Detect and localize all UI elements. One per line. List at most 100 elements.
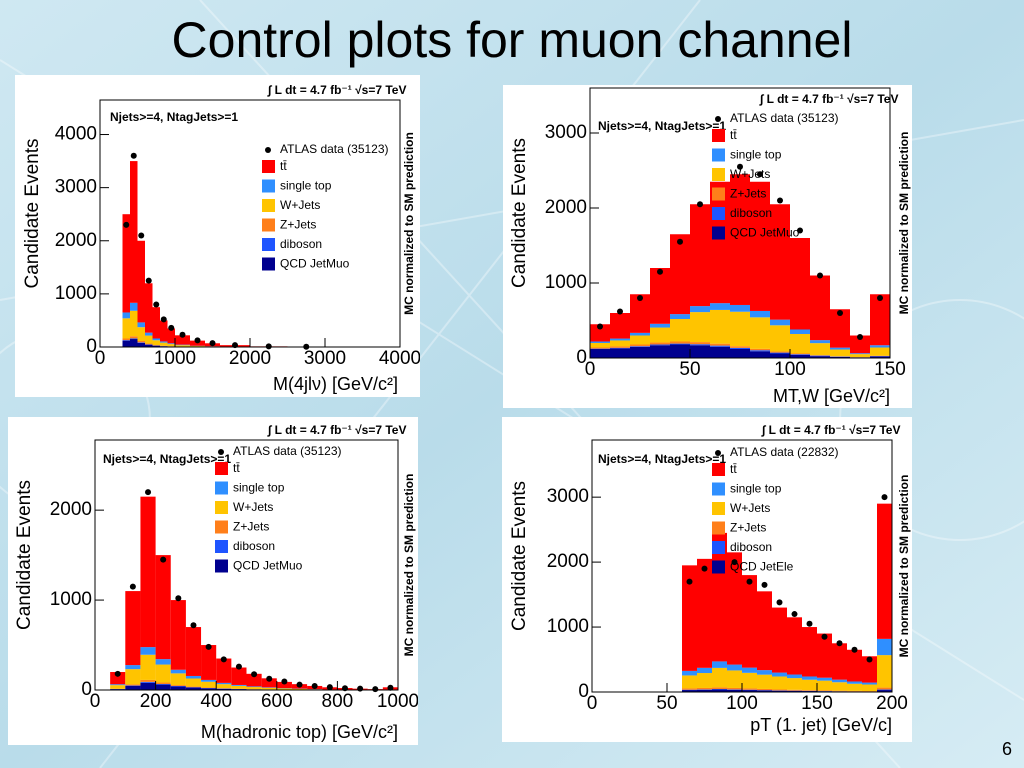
histogram-bar: [670, 234, 690, 315]
histogram-bar: [216, 658, 232, 683]
histogram-bar: [877, 638, 892, 656]
histogram-bar: [862, 656, 877, 683]
histogram-bar: [185, 687, 202, 690]
legend-swatch: [215, 481, 228, 495]
histogram-bar: [757, 690, 772, 692]
data-point: [761, 581, 768, 588]
histogram-bar: [155, 684, 171, 690]
y-tick-label: 1000: [545, 272, 587, 293]
y-tick-label: 2000: [547, 551, 589, 572]
histogram-bar: [730, 347, 750, 349]
x-tick-label: 2000: [229, 348, 271, 369]
histogram-bar: [712, 661, 727, 668]
histogram-bar: [216, 688, 232, 690]
x-axis-label: M(4jlν) [GeV/c²]: [273, 374, 398, 394]
legend-label: Z+Jets: [730, 187, 766, 201]
histogram-bar: [122, 338, 130, 341]
histogram-bar: [810, 275, 830, 341]
side-label: MC normalized to SM prediction: [402, 132, 416, 315]
data-point: [311, 682, 318, 689]
data-point: [175, 595, 182, 602]
histogram-bar: [727, 552, 742, 665]
legend-marker: [715, 450, 721, 456]
data-point: [153, 301, 160, 308]
histogram-bar: [790, 334, 810, 354]
histogram-bar: [817, 690, 832, 692]
legend-swatch: [712, 482, 725, 496]
x-tick-label: 100: [774, 359, 806, 380]
histogram-bar: [201, 681, 217, 688]
legend-label: tt̄: [233, 461, 240, 475]
histogram-bar: [170, 686, 186, 690]
histogram-bar: [790, 329, 810, 334]
plot-frame: [589, 87, 891, 359]
histogram-bar: [155, 664, 171, 683]
legend-label: diboson: [233, 539, 275, 553]
data-point: [866, 656, 873, 663]
legend-swatch: [262, 160, 275, 173]
histogram-bar: [787, 689, 802, 691]
histogram-bar: [590, 324, 610, 342]
legend-swatch: [262, 218, 275, 232]
legend-marker: [715, 116, 721, 122]
y-tick-label: 1000: [50, 589, 92, 610]
histogram-bar: [140, 682, 156, 690]
histogram-bar: [125, 591, 141, 666]
y-axis-label: Candidate Events: [509, 481, 530, 631]
luminosity-label: ∫ L dt = 4.7 fb⁻¹ √s=7 TeV: [759, 92, 898, 106]
data-point: [129, 583, 136, 590]
cut-label: Njets>=4, NtagJets>=1: [598, 119, 726, 133]
histogram-bar: [712, 687, 727, 690]
legend-swatch: [262, 179, 275, 193]
plot-panel: 0 50 100 150 0 1000 2000 3000 Njets>=4, NtagJets…: [503, 85, 912, 408]
histogram-bar: [125, 685, 141, 690]
data-point: [130, 152, 137, 159]
histogram-bar: [152, 338, 160, 341]
histogram-bar: [130, 310, 138, 337]
legend-swatch: [712, 463, 725, 476]
histogram-bar: [137, 340, 145, 343]
histogram-bar: [167, 343, 175, 345]
histogram-bar: [802, 627, 817, 677]
histogram-bar: [145, 335, 153, 344]
histogram-bar: [630, 335, 650, 345]
data-point: [791, 611, 798, 618]
histogram-bar: [727, 670, 742, 688]
legend-swatch: [712, 560, 725, 574]
y-tick-label: 3000: [545, 122, 587, 143]
histogram-bar: [787, 678, 802, 690]
legend-swatch: [712, 207, 725, 220]
data-point: [837, 310, 843, 316]
x-tick-label: 1000: [154, 348, 196, 369]
histogram-bar: [201, 679, 217, 682]
histogram-bar: [862, 682, 877, 685]
legend-swatch: [712, 502, 725, 515]
histogram-bar: [817, 677, 832, 681]
histogram-bar: [730, 304, 750, 312]
legend-swatch: [215, 559, 228, 573]
x-tick-label: 0: [95, 348, 106, 369]
x-axis-label: MT,W [GeV/c²]: [773, 386, 890, 406]
slide-title: Control plots for muon channel: [172, 12, 853, 68]
data-point: [114, 670, 121, 677]
legend-swatch: [215, 540, 228, 553]
histogram-bar: [140, 654, 156, 680]
histogram-bar: [850, 335, 870, 354]
side-label: MC normalized to SM prediction: [897, 132, 911, 315]
histogram-bar: [650, 345, 670, 358]
data-point: [160, 316, 167, 323]
histogram-bar: [877, 655, 892, 688]
data-point: [190, 622, 197, 629]
histogram-bar: [125, 684, 141, 686]
histogram-bar: [170, 685, 186, 686]
histogram-bar: [682, 675, 697, 689]
histogram-bar: [870, 294, 890, 346]
histogram-bar: [276, 688, 292, 690]
cut-label: Njets>=4, NtagJets>=1: [103, 452, 231, 466]
histogram-bar: [877, 689, 892, 691]
histogram-bar: [770, 353, 790, 358]
data-point: [387, 684, 394, 691]
histogram-bar: [246, 687, 262, 690]
histogram-bar: [750, 310, 770, 318]
